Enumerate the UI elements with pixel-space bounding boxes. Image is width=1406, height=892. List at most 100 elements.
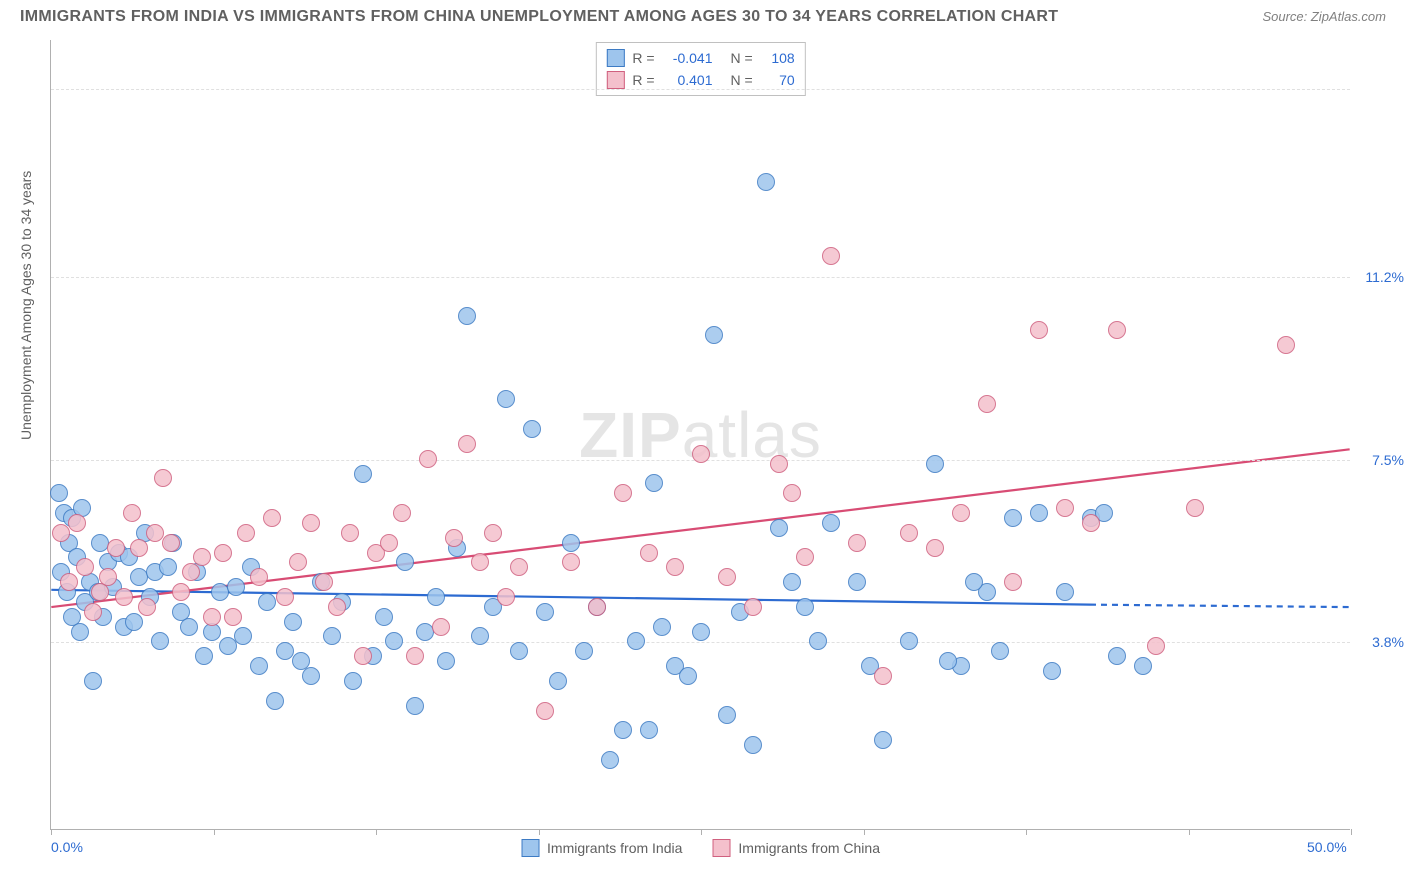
data-point-india: [510, 642, 528, 660]
swatch-india: [606, 49, 624, 67]
data-point-china: [458, 435, 476, 453]
data-point-india: [822, 514, 840, 532]
data-point-china: [237, 524, 255, 542]
data-point-india: [523, 420, 541, 438]
data-point-china: [978, 395, 996, 413]
data-point-india: [991, 642, 1009, 660]
legend-label-china: Immigrants from China: [738, 840, 880, 856]
data-point-china: [874, 667, 892, 685]
n-value-china: 70: [761, 69, 795, 91]
n-value-india: 108: [761, 47, 795, 69]
y-tick-label: 3.8%: [1372, 634, 1404, 650]
data-point-india: [1134, 657, 1152, 675]
data-point-china: [588, 598, 606, 616]
data-point-india: [437, 652, 455, 670]
data-point-china: [276, 588, 294, 606]
data-point-india: [250, 657, 268, 675]
data-point-china: [783, 484, 801, 502]
data-point-india: [744, 736, 762, 754]
data-point-india: [575, 642, 593, 660]
data-point-india: [640, 721, 658, 739]
data-point-china: [926, 539, 944, 557]
data-point-china: [1277, 336, 1295, 354]
data-point-india: [180, 618, 198, 636]
data-point-china: [1082, 514, 1100, 532]
source-name: ZipAtlas.com: [1311, 9, 1386, 24]
data-point-india: [601, 751, 619, 769]
data-point-india: [1004, 509, 1022, 527]
data-point-india: [562, 534, 580, 552]
data-point-china: [203, 608, 221, 626]
data-point-india: [354, 465, 372, 483]
x-tick-mark: [864, 829, 865, 835]
data-point-china: [84, 603, 102, 621]
data-point-india: [536, 603, 554, 621]
data-point-china: [900, 524, 918, 542]
data-point-china: [692, 445, 710, 463]
swatch-china: [712, 839, 730, 857]
data-point-india: [406, 697, 424, 715]
r-label: R =: [632, 47, 654, 69]
data-point-india: [1043, 662, 1061, 680]
data-point-china: [182, 563, 200, 581]
legend-item-india: Immigrants from India: [521, 839, 682, 857]
data-point-china: [1004, 573, 1022, 591]
data-point-india: [1108, 647, 1126, 665]
data-point-china: [107, 539, 125, 557]
data-point-india: [965, 573, 983, 591]
r-value-china: 0.401: [663, 69, 713, 91]
x-tick-label: 50.0%: [1307, 839, 1347, 855]
data-point-india: [219, 637, 237, 655]
data-point-india: [151, 632, 169, 650]
data-point-china: [718, 568, 736, 586]
data-point-india: [692, 623, 710, 641]
data-point-china: [1056, 499, 1074, 517]
data-point-china: [419, 450, 437, 468]
data-point-china: [471, 553, 489, 571]
data-point-india: [645, 474, 663, 492]
data-point-china: [1147, 637, 1165, 655]
data-point-india: [258, 593, 276, 611]
data-point-china: [341, 524, 359, 542]
data-point-china: [445, 529, 463, 547]
data-point-china: [510, 558, 528, 576]
y-tick-label: 11.2%: [1365, 269, 1404, 285]
correlation-stats-box: R = -0.041 N = 108 R = 0.401 N = 70: [595, 42, 805, 96]
data-point-china: [328, 598, 346, 616]
data-point-india: [1056, 583, 1074, 601]
data-point-china: [315, 573, 333, 591]
data-point-china: [380, 534, 398, 552]
data-point-india: [125, 613, 143, 631]
data-point-china: [1030, 321, 1048, 339]
data-point-india: [427, 588, 445, 606]
data-point-india: [783, 573, 801, 591]
data-point-india: [1030, 504, 1048, 522]
data-point-india: [84, 672, 102, 690]
data-point-china: [770, 455, 788, 473]
data-point-india: [874, 731, 892, 749]
data-point-china: [497, 588, 515, 606]
x-tick-mark: [1351, 829, 1352, 835]
data-point-china: [536, 702, 554, 720]
series-legend: Immigrants from India Immigrants from Ch…: [521, 839, 880, 857]
chart-title: IMMIGRANTS FROM INDIA VS IMMIGRANTS FROM…: [20, 8, 1058, 26]
data-point-india: [458, 307, 476, 325]
n-label: N =: [731, 69, 753, 91]
data-point-china: [130, 539, 148, 557]
stats-row-india: R = -0.041 N = 108: [606, 47, 794, 69]
data-point-india: [770, 519, 788, 537]
data-point-india: [653, 618, 671, 636]
data-point-india: [848, 573, 866, 591]
r-label: R =: [632, 69, 654, 91]
r-value-india: -0.041: [663, 47, 713, 69]
trend-line: [51, 590, 1090, 605]
x-tick-label: 0.0%: [51, 839, 83, 855]
data-point-india: [159, 558, 177, 576]
data-point-india: [900, 632, 918, 650]
data-point-china: [193, 548, 211, 566]
data-point-india: [195, 647, 213, 665]
x-tick-mark: [1026, 829, 1027, 835]
data-point-india: [679, 667, 697, 685]
source-attribution: Source: ZipAtlas.com: [1262, 8, 1386, 26]
data-point-china: [406, 647, 424, 665]
